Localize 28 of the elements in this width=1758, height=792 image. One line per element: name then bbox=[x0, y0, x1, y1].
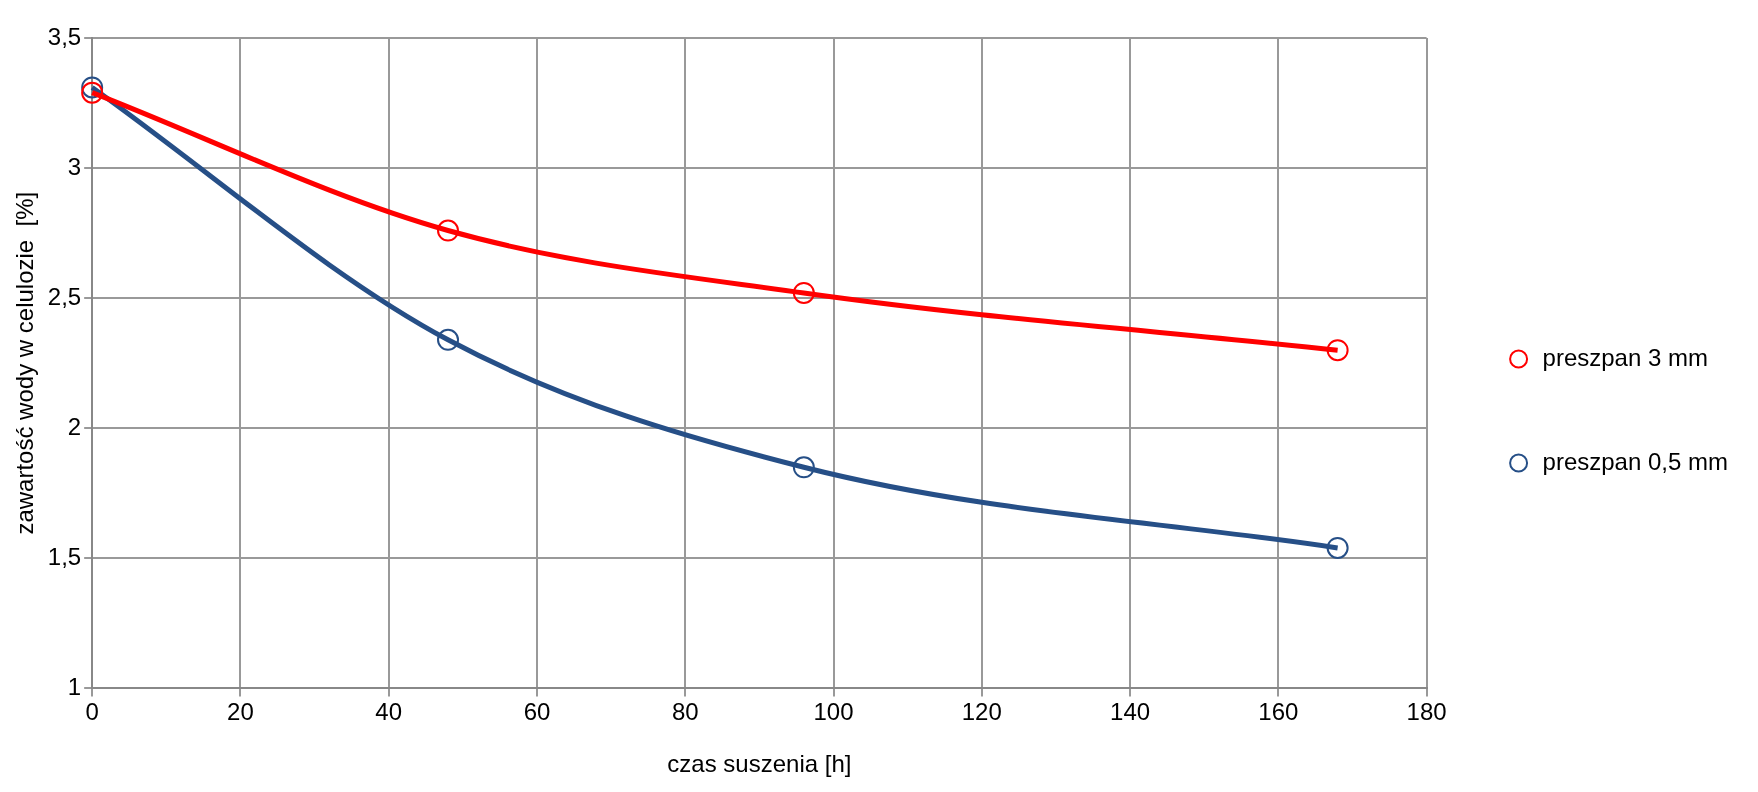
x-tick-label: 0 bbox=[85, 698, 99, 726]
x-tick-label: 100 bbox=[813, 698, 854, 726]
point bbox=[437, 219, 460, 242]
y-tick-label: 1 bbox=[67, 673, 82, 701]
legend-label: preszpan 0,5 mm bbox=[1542, 447, 1729, 475]
point bbox=[1326, 339, 1349, 362]
x-tick-label: 60 bbox=[523, 698, 551, 726]
point bbox=[437, 328, 460, 351]
y-tick-label: 1,5 bbox=[47, 542, 82, 570]
y-tick-label: 2,5 bbox=[47, 282, 82, 310]
x-axis-title: czas suszenia [h] bbox=[667, 750, 852, 778]
x-tick-label: 40 bbox=[375, 698, 403, 726]
y-tick-label: 2 bbox=[67, 412, 82, 440]
legend-label: preszpan 3 mm bbox=[1542, 343, 1708, 371]
x-tick-label: 140 bbox=[1110, 698, 1151, 726]
point bbox=[792, 456, 815, 479]
y-tick-label: 3,5 bbox=[47, 22, 82, 50]
x-tick-label: 20 bbox=[227, 698, 254, 726]
x-tick-label: 80 bbox=[671, 698, 699, 726]
x-tick-label: 120 bbox=[961, 698, 1002, 726]
y-axis-title: zawartość wody w celulozie [%] bbox=[11, 191, 39, 535]
point bbox=[81, 81, 104, 104]
point bbox=[81, 76, 104, 99]
point bbox=[1326, 536, 1349, 559]
point bbox=[792, 281, 815, 304]
y-tick-label: 3 bbox=[67, 152, 82, 180]
x-tick-label: 180 bbox=[1406, 698, 1447, 726]
x-tick-label: 160 bbox=[1258, 698, 1299, 726]
